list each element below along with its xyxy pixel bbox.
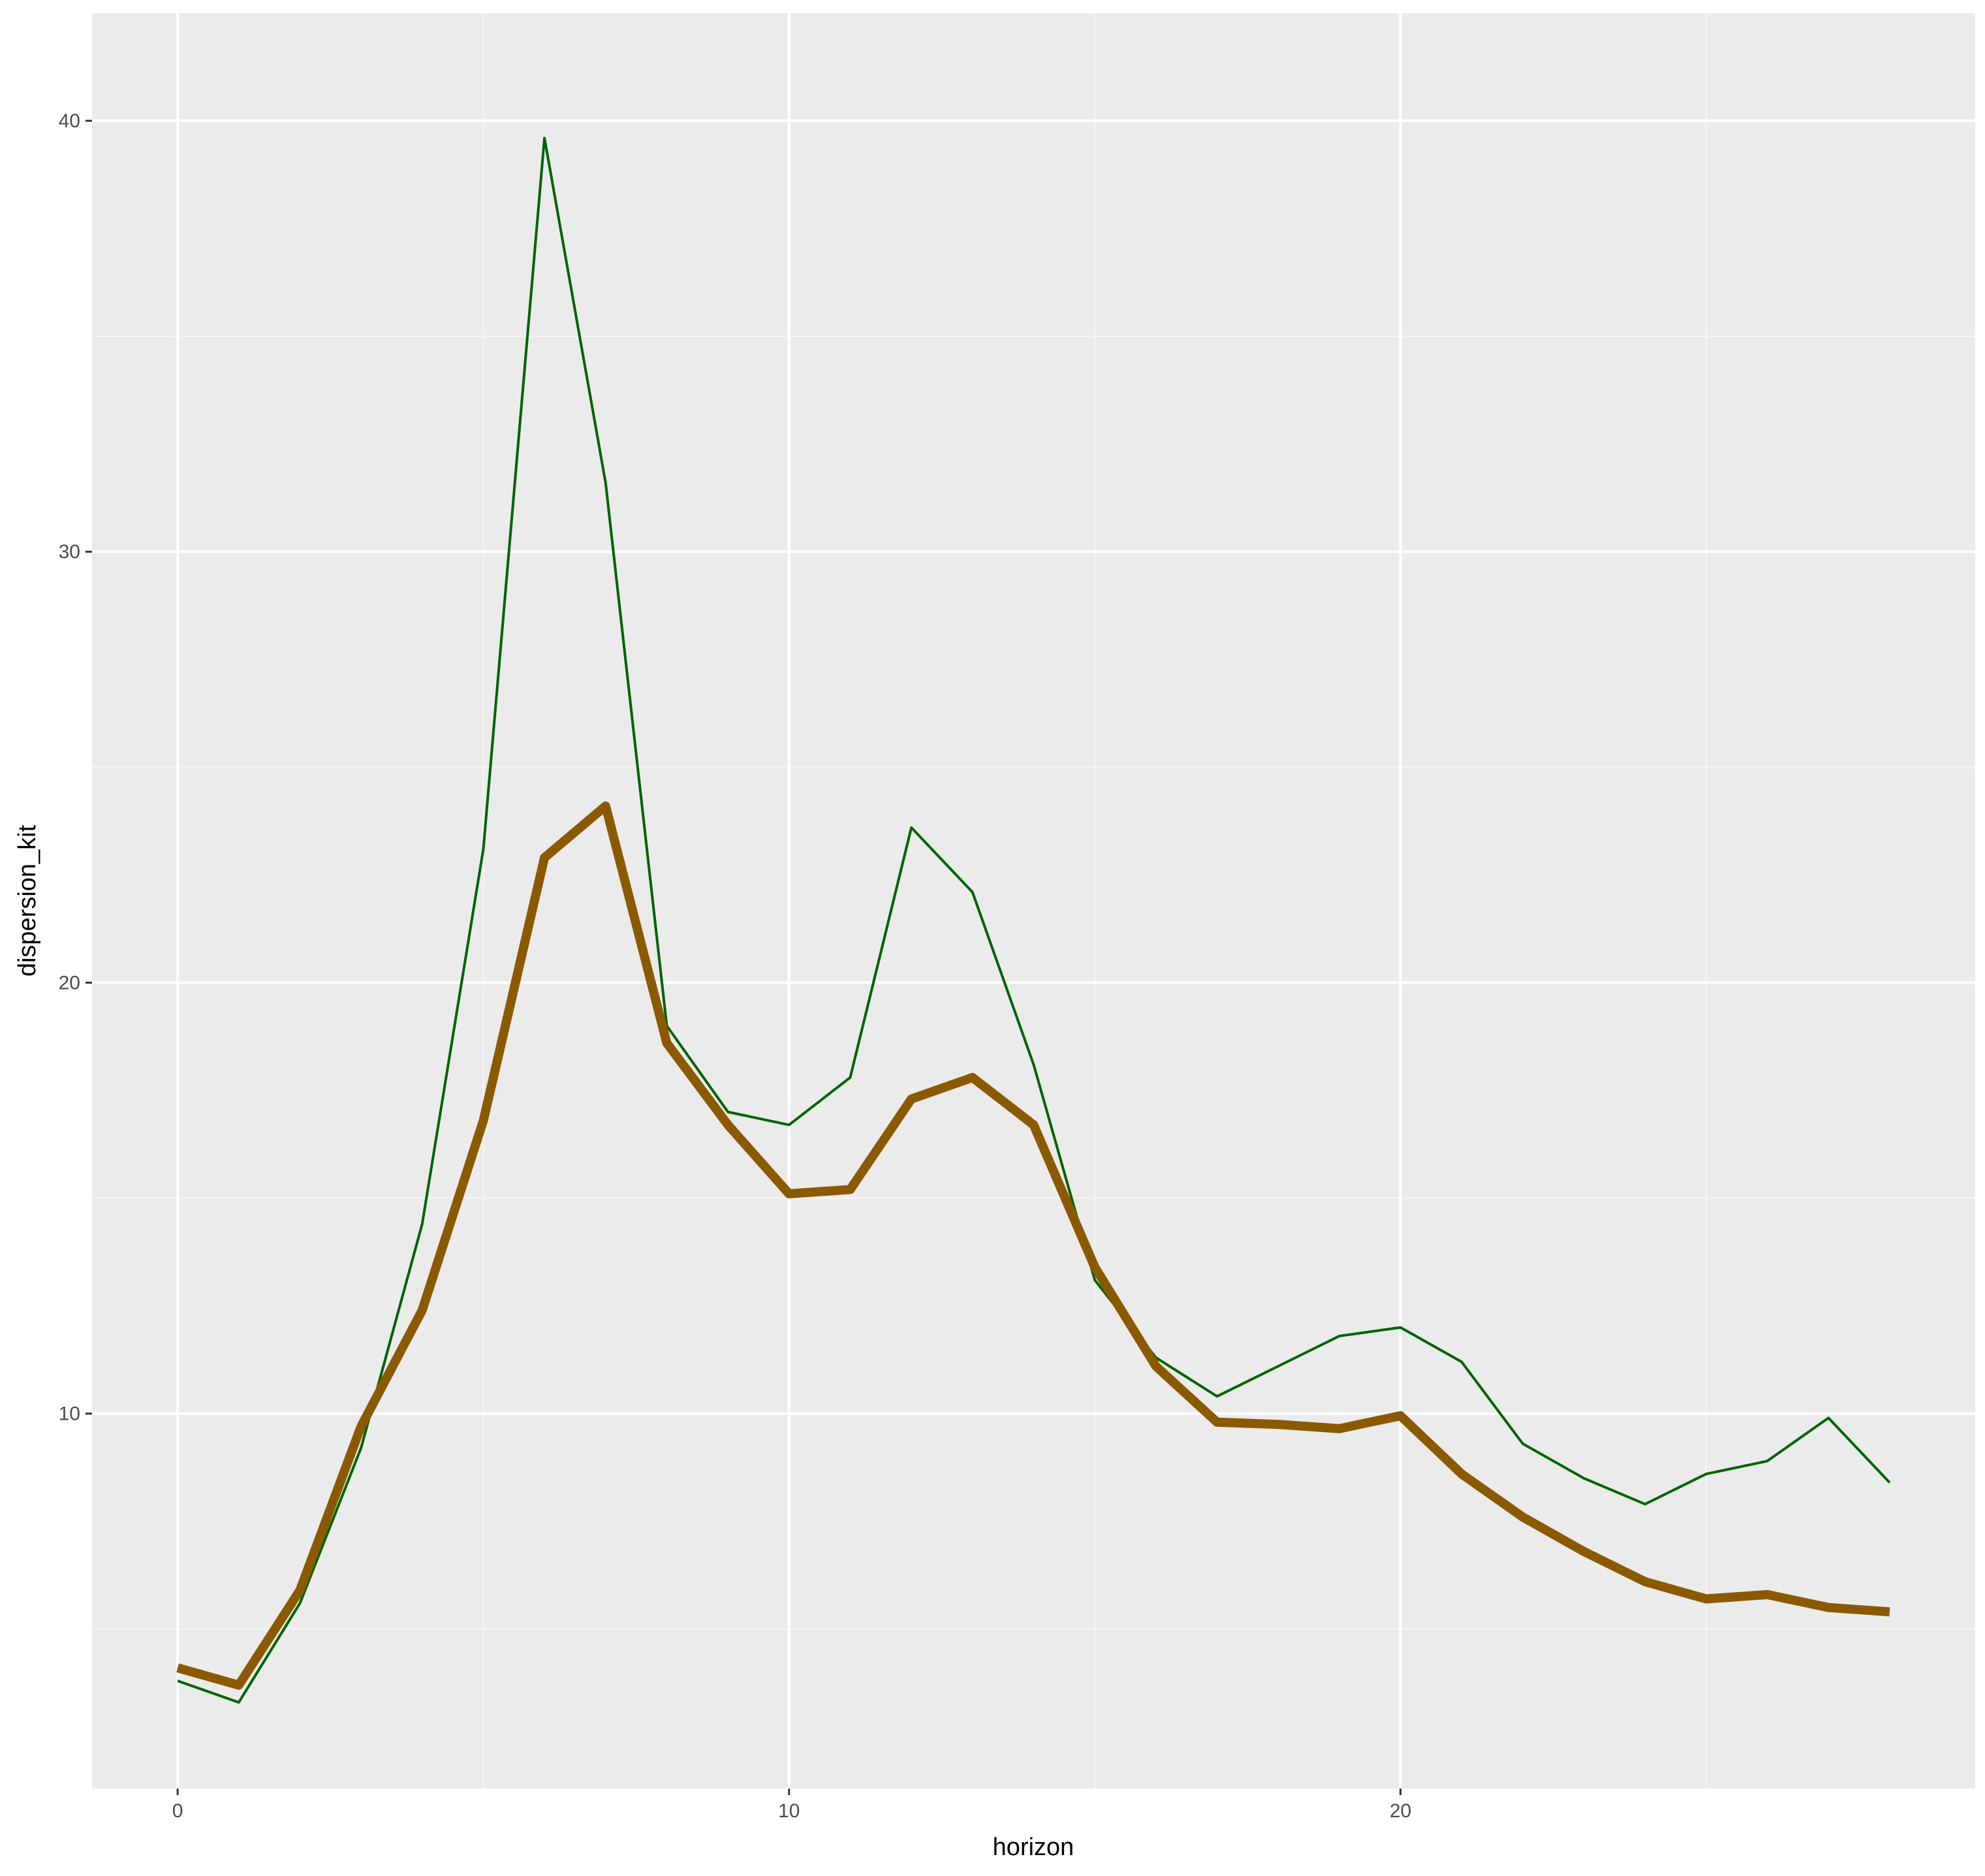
grid-minor	[92, 13, 1975, 1789]
tick-labels: 0 10 20 10 20 30 40	[59, 110, 1412, 1822]
axis-ticks	[86, 119, 1402, 1795]
y-axis-title: dispersion_kit	[14, 824, 41, 977]
grid-major	[92, 13, 1975, 1789]
x-tick-label: 0	[172, 1800, 183, 1822]
x-axis-title: horizon	[993, 1834, 1074, 1861]
y-tick-label: 20	[59, 972, 80, 993]
y-tick-label: 40	[59, 110, 80, 132]
series-layer	[176, 136, 1891, 1704]
x-tick-label: 10	[778, 1800, 800, 1822]
series-2-line	[176, 801, 1890, 1690]
x-tick-label: 20	[1390, 1800, 1411, 1822]
y-tick-label: 10	[59, 1403, 80, 1425]
y-tick-label: 30	[59, 541, 80, 563]
plot-panel	[92, 13, 1975, 1789]
series-1-line	[177, 136, 1891, 1704]
